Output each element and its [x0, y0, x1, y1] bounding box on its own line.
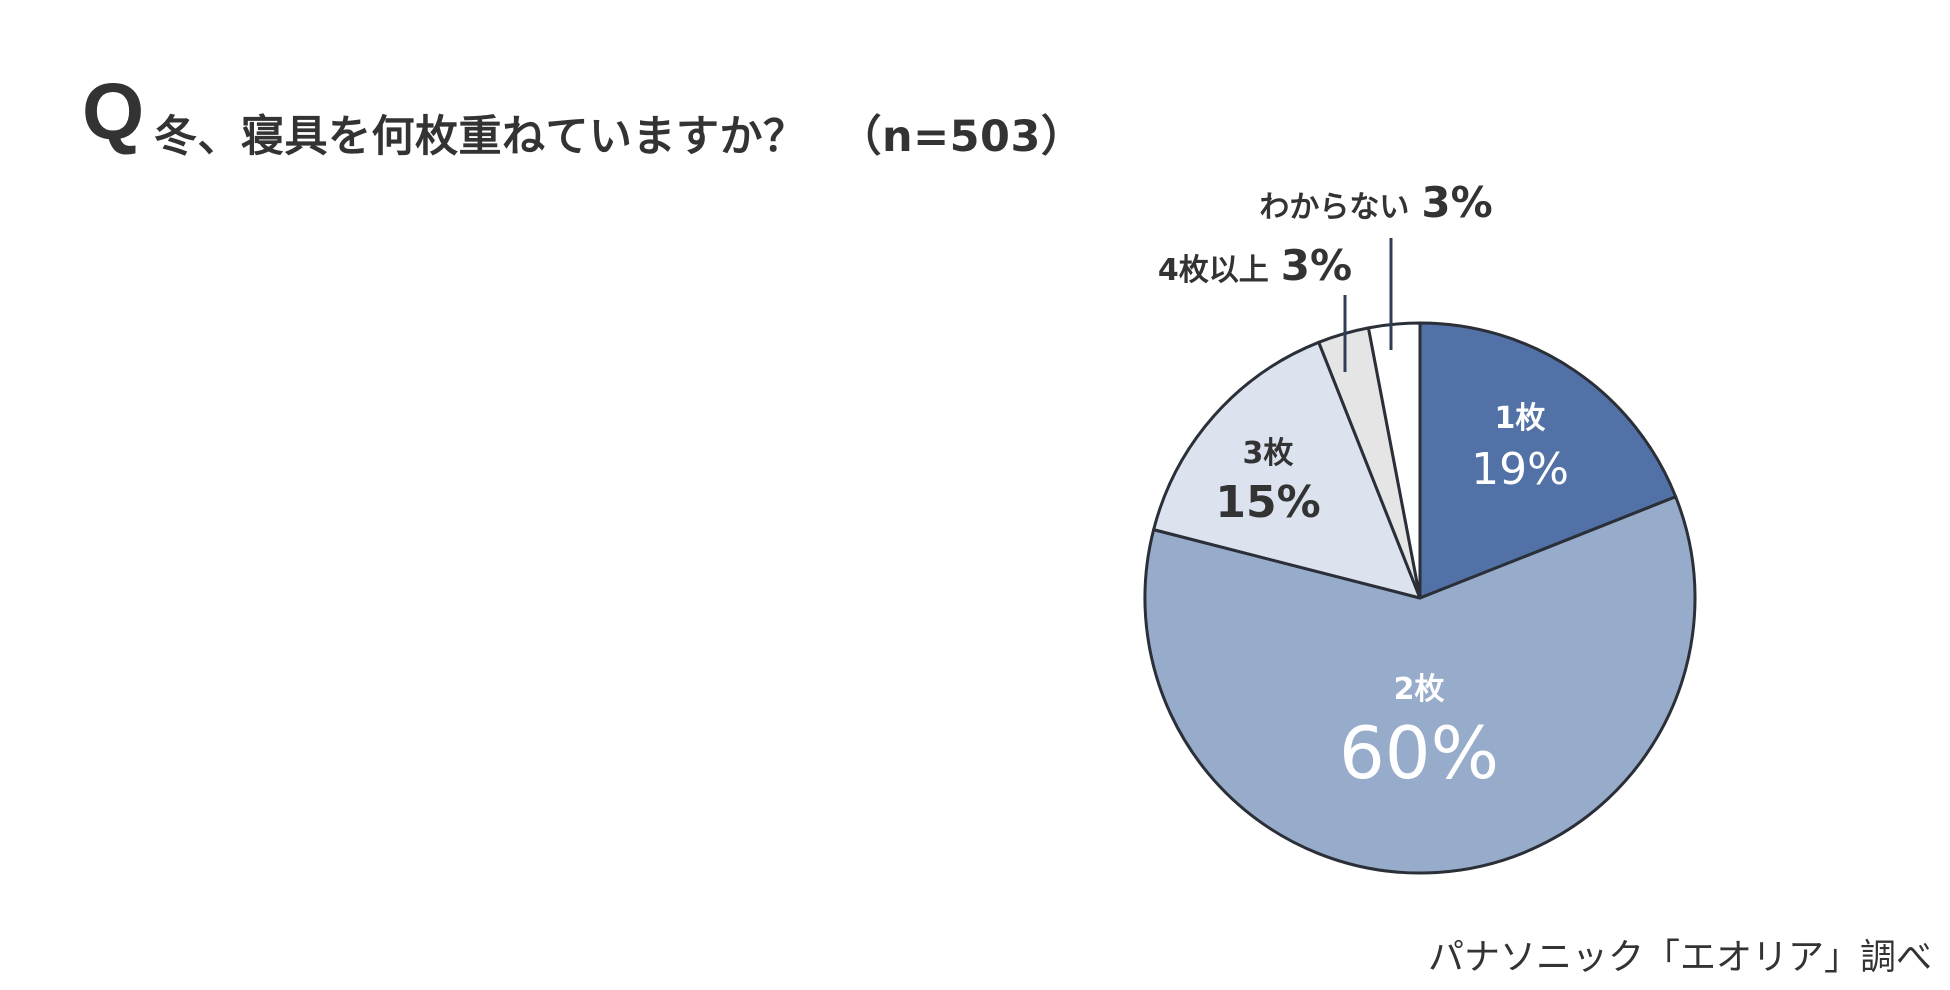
- slice-4-category: 4枚以上: [1157, 253, 1269, 288]
- slice-2-percent: 60%: [1338, 711, 1500, 795]
- slice-4-percent: 3%: [1280, 241, 1353, 290]
- slice-1-percent: 19%: [1471, 444, 1569, 495]
- pie-slice-2: [1143, 495, 1697, 875]
- outer-label-unknown: わからない 3%: [1259, 182, 1492, 224]
- pie-slice-3: [1152, 340, 1422, 600]
- source-note: パナソニック「エオリア」調べ: [1427, 937, 1932, 978]
- slice-5-percent: 3%: [1421, 178, 1493, 227]
- pie-slices: [1143, 321, 1697, 875]
- slice-label-3: 3枚 15%: [1215, 439, 1320, 525]
- slice-1-category: 1枚: [1494, 401, 1546, 436]
- question-mark-q: Q: [82, 67, 145, 156]
- pie-slice-1: [1418, 321, 1678, 600]
- slice-label-1: 1枚 19%: [1471, 404, 1569, 492]
- slice-2-category: 2枚: [1393, 672, 1445, 707]
- sample-size-label: （n=503）: [838, 112, 1085, 162]
- outer-label-4plus: 4枚以上 3%: [1158, 245, 1352, 287]
- slice-3-percent: 15%: [1215, 477, 1321, 528]
- pie-slice-5: [1366, 321, 1422, 600]
- slice-3-category: 3枚: [1242, 436, 1294, 471]
- question-label: 冬、寝具を何枚重ねていますか？: [154, 112, 807, 162]
- slice-5-category: わからない: [1259, 190, 1410, 225]
- slice-label-2: 2枚 60%: [1338, 672, 1500, 795]
- question-text: 冬、寝具を何枚重ねていますか？ （n=503）: [154, 112, 1084, 164]
